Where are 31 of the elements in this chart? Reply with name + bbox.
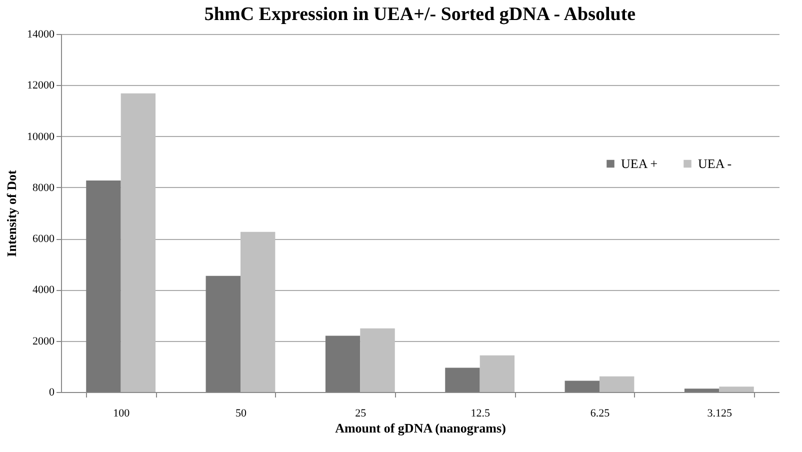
y-tick-label: 14000 — [27, 28, 55, 40]
bar — [240, 232, 276, 392]
bar — [684, 388, 720, 392]
x-tick-label: 6.25 — [590, 408, 610, 420]
chart-title: 5hmC Expression in UEA+/- Sorted gDNA - Absolute — [204, 4, 636, 25]
bar — [86, 180, 121, 392]
x-tick-label: 25 — [355, 408, 367, 420]
y-axis-title: Intensity of Dot — [4, 170, 19, 257]
bar — [480, 355, 515, 392]
y-tick-label: 2000 — [32, 335, 55, 348]
legend-label: UEA + — [621, 156, 658, 171]
y-tick-label: 6000 — [32, 233, 55, 246]
x-tick-label: 3.125 — [707, 408, 733, 420]
bar — [206, 276, 240, 392]
bar — [325, 336, 360, 392]
bar — [120, 93, 156, 392]
y-tick-label: 10000 — [27, 130, 55, 143]
x-tick-label: 12.5 — [470, 408, 490, 420]
bar — [445, 368, 480, 392]
bar — [600, 376, 634, 392]
y-tick-label: 12000 — [27, 80, 55, 92]
bar — [360, 328, 395, 392]
y-tick-label: 8000 — [32, 182, 55, 194]
x-tick-label: 100 — [113, 408, 130, 420]
legend-label: UEA - — [698, 156, 732, 171]
x-axis-title: Amount of gDNA (nanograms) — [335, 420, 506, 436]
x-tick-label: 50 — [236, 408, 247, 420]
bar — [564, 380, 600, 392]
y-tick-label: 4000 — [32, 284, 55, 296]
y-tick-label: 0 — [49, 386, 55, 398]
bar — [719, 386, 754, 392]
